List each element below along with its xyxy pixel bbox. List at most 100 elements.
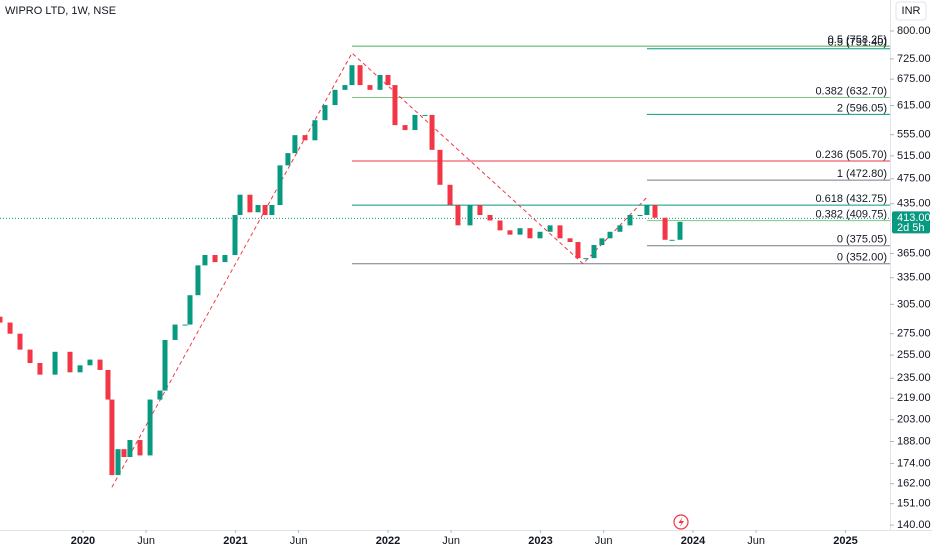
replay-icon[interactable]: [673, 514, 689, 530]
x-tick-label: 2020: [71, 535, 95, 547]
candle-body: [455, 205, 461, 226]
fib-level-label: 2 (596.05): [837, 102, 887, 114]
fib-level-label: 0.5 (751.40): [828, 37, 887, 49]
candle-body: [97, 359, 103, 370]
y-tick-label: 174.00: [897, 457, 931, 469]
fib-level-label: 0 (375.05): [837, 234, 887, 246]
candle-body: [517, 228, 523, 235]
candle-body: [607, 231, 613, 239]
candle-body: [447, 184, 453, 206]
y-tick-label: 365.00: [897, 247, 931, 259]
candle-body: [402, 125, 408, 131]
candle-body: [7, 322, 13, 334]
candle-body: [312, 120, 318, 141]
x-tick-label: Jun: [442, 535, 460, 547]
candle-body: [247, 194, 253, 213]
candle-body: [575, 242, 581, 259]
y-tick-label: 725.00: [897, 53, 931, 65]
candle-body: [669, 239, 675, 241]
candle-body: [232, 215, 238, 255]
x-tick-label: 2023: [528, 535, 552, 547]
candle-body: [285, 153, 291, 166]
x-tick-label: 2025: [833, 535, 857, 547]
candle-body: [377, 74, 383, 90]
candle-body: [487, 215, 493, 221]
candle-body: [429, 114, 435, 150]
candle-body: [322, 105, 328, 121]
y-tick-label: 219.00: [897, 392, 931, 404]
candle-body: [195, 265, 201, 296]
y-tick-label: 435.00: [897, 198, 931, 210]
candle-body: [37, 363, 43, 375]
y-tick-label: 151.00: [897, 498, 931, 510]
candle-body: [385, 74, 391, 86]
candle-body: [527, 228, 533, 239]
candle-body: [637, 215, 643, 217]
candle-body: [0, 316, 3, 323]
chart-title: WIPRO LTD, 1W, NSE: [5, 5, 116, 17]
candle-body: [332, 89, 338, 106]
candle-body: [172, 324, 178, 340]
candle-body: [644, 205, 650, 216]
candle-body: [662, 217, 668, 240]
candle-body: [147, 399, 153, 456]
candle-body: [137, 440, 143, 456]
candle-body: [591, 245, 597, 259]
fib-level-label: 0.382 (409.75): [815, 209, 887, 221]
candle-body: [652, 205, 658, 218]
candle-body: [121, 449, 127, 458]
candle-body: [599, 238, 605, 246]
y-tick-label: 275.00: [897, 328, 931, 340]
y-tick-label: 140.00: [897, 519, 931, 531]
candle-body: [349, 65, 355, 86]
candle-body: [67, 351, 73, 373]
candle-body: [115, 449, 121, 476]
candle-body: [617, 225, 623, 232]
candle-body: [162, 339, 168, 391]
x-tick-label: 2021: [223, 535, 247, 547]
fib-level-label: 0.382 (632.70): [815, 85, 887, 97]
y-tick-label: 305.00: [897, 298, 931, 310]
candle-body: [557, 225, 563, 239]
y-tick-label: 515.00: [897, 150, 931, 162]
last-price-label: 413.00: [897, 212, 931, 224]
candle-body: [467, 205, 473, 226]
candle-body: [507, 230, 513, 235]
candle-body: [255, 205, 261, 213]
candle-body: [477, 205, 483, 216]
candle-body: [437, 149, 443, 185]
countdown-label: 2d 5h: [897, 222, 925, 234]
candle-body: [567, 238, 573, 243]
x-tick-label: Jun: [747, 535, 765, 547]
currency-box[interactable]: [895, 1, 927, 21]
candle-body: [77, 365, 83, 373]
y-tick-label: 475.00: [897, 173, 931, 185]
candle-body: [497, 220, 503, 231]
candle-body: [342, 85, 348, 90]
candle-body: [237, 194, 243, 216]
last-price-badge: [892, 211, 930, 234]
candle-body: [202, 254, 208, 266]
x-tick-label: 2022: [376, 535, 400, 547]
candle-body: [269, 205, 275, 216]
x-tick-label: Jun: [137, 535, 155, 547]
currency: INR: [902, 5, 921, 17]
y-tick-label: 235.00: [897, 372, 931, 384]
x-tick-label: Jun: [290, 535, 308, 547]
y-tick-label: 255.00: [897, 349, 931, 361]
candle-body: [87, 359, 93, 366]
candle-body: [262, 205, 268, 216]
candle-body: [17, 333, 23, 350]
candle-body: [392, 85, 398, 126]
y-tick-label: 162.00: [897, 478, 931, 490]
plot-area: 0.5 (758.25) 0.382 (632.70) 0.236 (505.70)…: [0, 34, 890, 488]
y-tick-label: 675.00: [897, 73, 931, 85]
candle-body: [182, 324, 188, 326]
candle-body: [583, 258, 589, 260]
candle-body: [302, 135, 308, 141]
candle-body: [357, 65, 363, 86]
y-tick-label: 335.00: [897, 272, 931, 284]
candle-body: [222, 254, 228, 263]
